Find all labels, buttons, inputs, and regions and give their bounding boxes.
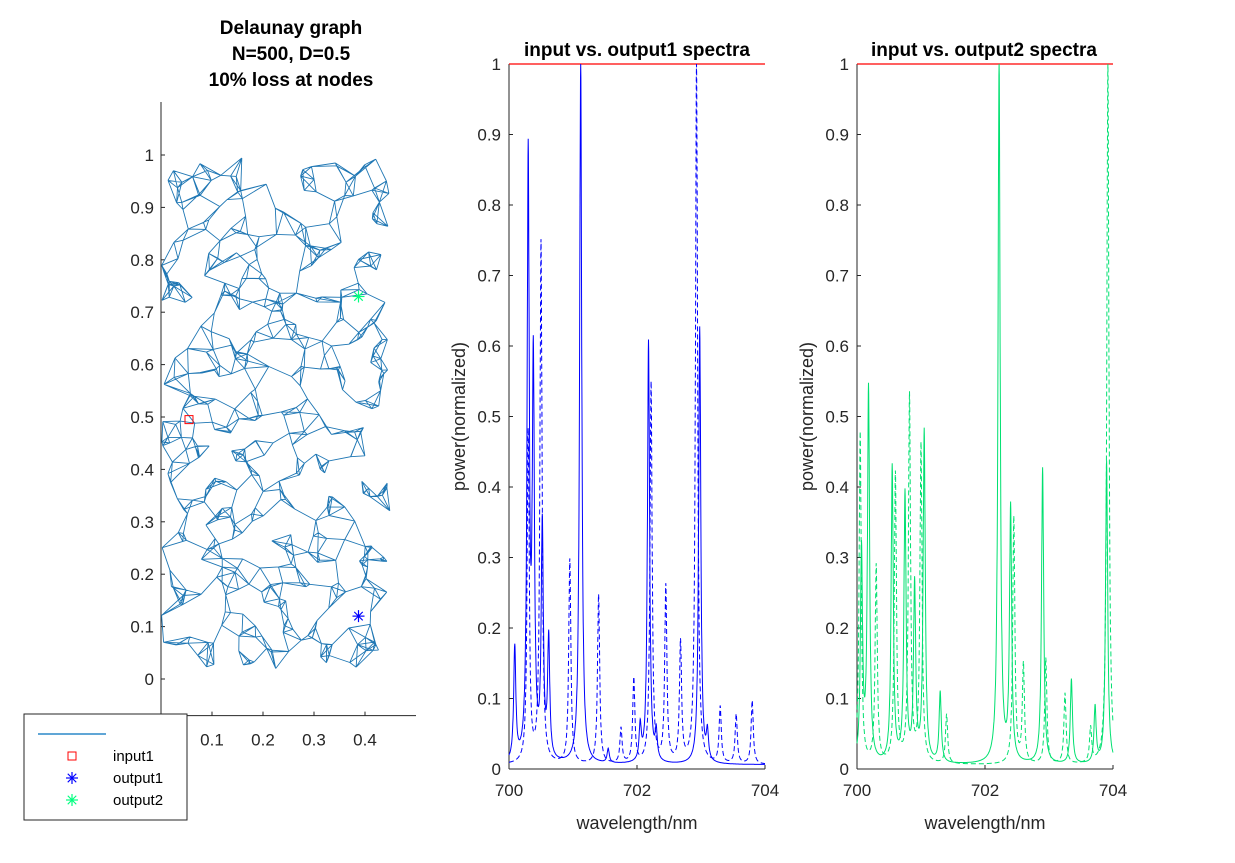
y-tick-label: 0.3	[825, 549, 849, 568]
y-tick-label: 0.7	[825, 267, 849, 286]
chart-title: input vs. output1 spectra	[524, 40, 750, 61]
chart-title-line-3: 10% loss at nodes	[209, 70, 374, 91]
y-tick-label: 1	[492, 55, 501, 74]
delaunay-graph-axes: Delaunay graph N=500, D=0.5 10% loss at no…	[130, 18, 416, 750]
y-tick-label: 0.8	[130, 251, 154, 270]
y-axis-label: power(normalized)	[449, 342, 469, 491]
output2-spectra-axes: input vs. output2 spectra 0 0.1 0.2 0.3 0.4 0.…	[797, 40, 1127, 833]
x-tick-label: 0.1	[200, 731, 224, 750]
y-tick-label: 0.1	[825, 690, 849, 709]
x-tick-label: 0.2	[251, 731, 275, 750]
input1-marker	[184, 415, 194, 425]
x-tick-label: 704	[751, 781, 779, 800]
x-tick-label: 0.4	[353, 731, 377, 750]
y-tick-label: 0.8	[477, 196, 501, 215]
y-tick-label: 0.6	[130, 356, 154, 375]
chart-title: input vs. output2 spectra	[871, 40, 1097, 61]
y-tick-label: 0	[840, 760, 849, 779]
y-tick-label: 0.9	[825, 126, 849, 145]
graph-edges	[161, 157, 391, 669]
y-tick-label: 0.3	[477, 549, 501, 568]
y-tick-label: 0.7	[130, 303, 154, 322]
x-tick-label: 704	[1099, 781, 1127, 800]
y-tick-label: 0.5	[130, 408, 154, 427]
y-tick-label: 0.6	[825, 337, 849, 356]
legend-label-output1: output1	[113, 770, 163, 787]
x-tick-label: 700	[843, 781, 871, 800]
x-tick-label: 702	[971, 781, 999, 800]
output1-marker	[352, 610, 365, 623]
y-axis-label: power(normalized)	[797, 342, 817, 491]
output2-marker	[352, 290, 365, 303]
y-tick-label: 0.2	[130, 565, 154, 584]
chart-title-line-2: N=500, D=0.5	[232, 44, 351, 65]
y-tick-label: 0.9	[477, 126, 501, 145]
output2-solid-series	[856, 63, 1114, 764]
legend-label-output2: output2	[113, 792, 163, 809]
legend-square-symbol	[67, 751, 77, 761]
y-tick-label: 0	[492, 760, 501, 779]
legend-label-input1: input1	[113, 748, 154, 765]
y-tick-label: 0	[145, 670, 154, 689]
y-tick-label: 1	[840, 55, 849, 74]
y-tick-label: 0.4	[825, 478, 849, 497]
output1-spectra-axes: input vs. output1 spectra 0 0.1 0.2 0.3 0.4 0.…	[449, 40, 779, 833]
y-tick-label: 0.5	[825, 408, 849, 427]
y-tick-label: 0.4	[477, 478, 501, 497]
y-tick-label: 0.1	[130, 618, 154, 637]
x-axis-label: wavelength/nm	[575, 813, 697, 833]
y-tick-label: 0.5	[477, 408, 501, 427]
y-tick-label: 0.4	[130, 460, 154, 479]
y-tick-label: 0.7	[477, 267, 501, 286]
x-tick-label: 0.3	[302, 731, 326, 750]
chart-title-line-1: Delaunay graph	[220, 18, 363, 39]
x-tick-label: 702	[623, 781, 651, 800]
legend-asterisk-symbol	[66, 794, 78, 806]
y-tick-label: 0.2	[477, 619, 501, 638]
output1-dashed-series	[509, 63, 766, 765]
x-axis-label: wavelength/nm	[923, 813, 1045, 833]
y-tick-label: 0.2	[825, 619, 849, 638]
y-tick-label: 0.6	[477, 337, 501, 356]
y-tick-label: 0.8	[825, 196, 849, 215]
y-tick-label: 0.1	[477, 690, 501, 709]
y-tick-label: 1	[145, 146, 154, 165]
output2-dashed-series	[856, 63, 1114, 765]
y-tick-label: 0.9	[130, 198, 154, 217]
legend-asterisk-symbol	[66, 772, 78, 784]
x-tick-label: 700	[495, 781, 523, 800]
legend-box	[23, 713, 188, 821]
y-tick-label: 0.3	[130, 513, 154, 532]
output1-solid-series	[508, 63, 766, 765]
legend: input1 output1 output2	[23, 713, 188, 821]
